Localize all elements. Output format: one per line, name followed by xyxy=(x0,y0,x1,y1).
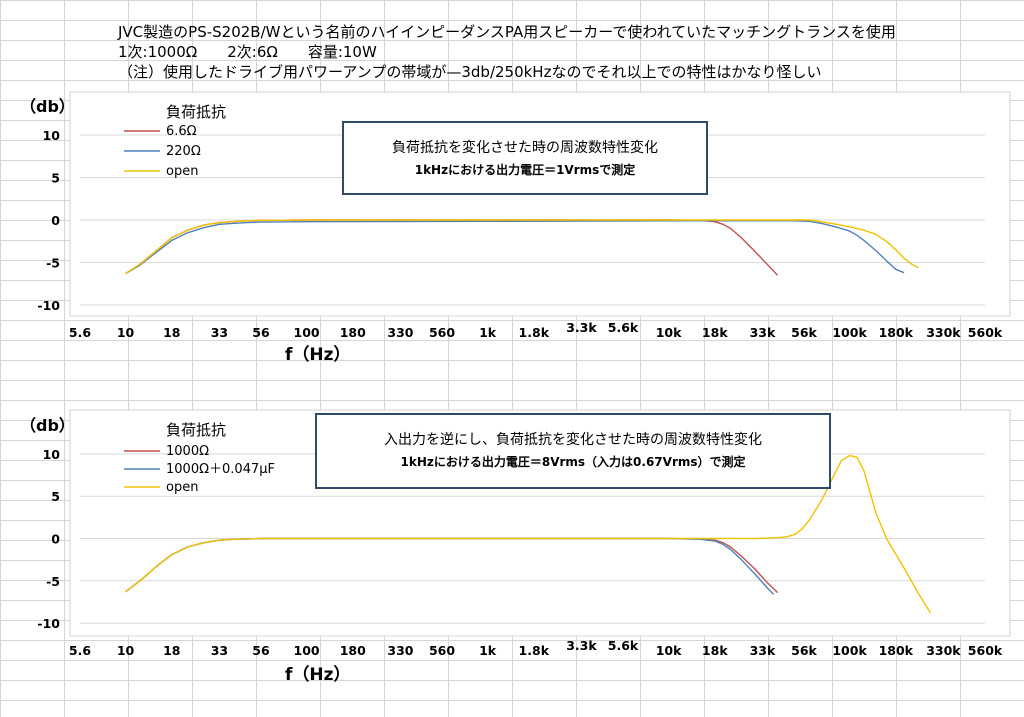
x-tick-label: 10k xyxy=(656,325,682,340)
x-tick-label: 560k xyxy=(968,643,1003,658)
y-tick-label: 0 xyxy=(51,213,60,228)
annotation-line-2: 1kHzにおける出力電圧＝8Vrms（入力は0.67Vrms）で測定 xyxy=(400,454,745,469)
x-tick-label: 3.3k xyxy=(566,320,597,335)
x-tick-label: 180 xyxy=(340,643,366,658)
x-tick-label: 330 xyxy=(387,643,413,658)
x-tick-label: 10 xyxy=(117,643,135,658)
x-tick-label: 1k xyxy=(479,643,497,658)
x-tick-label: 180k xyxy=(879,325,914,340)
y-tick-label: 5 xyxy=(51,171,60,186)
annotation-box xyxy=(315,413,831,489)
x-tick-label: 5.6k xyxy=(608,638,639,653)
x-tick-label: 33k xyxy=(750,325,776,340)
y-unit-label: （db） xyxy=(20,97,75,116)
x-tick-label: 330 xyxy=(387,325,413,340)
y-tick-label: -5 xyxy=(46,256,60,271)
header-line-1: JVC製造のPS-S202B/Wという名前のハイインピーダンスPA用スピーカーで… xyxy=(118,23,896,41)
annotation-line-1: 入出力を逆にし、負荷抵抗を変化させた時の周波数特性変化 xyxy=(384,431,762,448)
y-tick-label: -5 xyxy=(46,574,60,589)
x-tick-label: 1.8k xyxy=(519,643,550,658)
legend-entry: 1000Ω＋0.047μF xyxy=(166,462,275,477)
x-tick-label: 33 xyxy=(211,325,228,340)
annotation-line-1: 負荷抵抗を変化させた時の周波数特性変化 xyxy=(392,139,658,156)
x-tick-label: 560 xyxy=(429,643,455,658)
x-tick-label: 100k xyxy=(832,325,867,340)
x-tick-label: 5.6 xyxy=(69,325,91,340)
x-tick-label: 33k xyxy=(750,643,776,658)
legend-entry: open xyxy=(166,480,198,495)
x-tick-label: 100 xyxy=(294,643,320,658)
x-tick-label: 5.6 xyxy=(69,643,91,658)
x-tick-label: 10 xyxy=(117,325,135,340)
x-tick-label: 56 xyxy=(252,643,270,658)
x-tick-label: 330k xyxy=(926,325,961,340)
x-tick-label: 33 xyxy=(211,643,228,658)
legend-entry: 220Ω xyxy=(166,144,201,159)
y-tick-label: 0 xyxy=(51,532,60,547)
x-tick-label: 330k xyxy=(926,643,961,658)
chart-2: 10 5 0 -5 -10 （db） 5.6 10 18 33 56 100 180 330 560 1k 1.… xyxy=(20,409,1011,685)
x-axis-title: f（Hz） xyxy=(285,664,351,685)
x-tick-label: 56 xyxy=(252,325,270,340)
x-tick-label: 560k xyxy=(968,325,1003,340)
y-tick-label: -10 xyxy=(37,616,60,631)
y-tick-label: -10 xyxy=(37,298,60,313)
x-tick-label: 56k xyxy=(791,325,817,340)
x-axis-title: f（Hz） xyxy=(285,344,351,365)
x-tick-label: 18k xyxy=(702,325,728,340)
y-tick-label: 10 xyxy=(43,128,61,143)
series-line-2 xyxy=(125,220,905,275)
legend-title: 負荷抵抗 xyxy=(166,103,226,121)
x-tick-label: 18 xyxy=(163,325,180,340)
x-tick-label: 18 xyxy=(163,643,180,658)
x-tick-label: 180k xyxy=(879,643,914,658)
x-tick-label: 560 xyxy=(429,325,455,340)
x-tick-label: 100k xyxy=(832,643,867,658)
x-tick-label: 3.3k xyxy=(566,638,597,653)
series-line-3 xyxy=(125,454,932,614)
y-unit-label: （db） xyxy=(20,416,75,435)
legend-entry: 1000Ω xyxy=(166,444,209,459)
legend-entry: open xyxy=(166,164,198,179)
x-tick-label: 100 xyxy=(294,325,320,340)
header-line-2: 1次:1000Ω 2次:6Ω 容量:10W xyxy=(118,43,377,61)
x-tick-label: 5.6k xyxy=(608,320,639,335)
annotation-line-2: 1kHzにおける出力電圧＝1Vrmsで測定 xyxy=(415,162,636,177)
legend-entry: 6.6Ω xyxy=(166,124,197,139)
legend-title: 負荷抵抗 xyxy=(166,421,226,439)
y-tick-label: 10 xyxy=(43,447,61,462)
x-tick-label: 1k xyxy=(479,325,497,340)
y-tick-label: 5 xyxy=(51,489,60,504)
x-tick-label: 1.8k xyxy=(519,325,550,340)
x-tick-label: 56k xyxy=(791,643,817,658)
x-tick-label: 180 xyxy=(340,325,366,340)
chart-1: 10 5 0 -5 -10 （db） 5.6 10 18 33 56 100 180 330 560 1k 1.… xyxy=(20,91,1011,365)
annotation-box xyxy=(342,121,708,195)
series-line-3 xyxy=(125,219,919,275)
x-tick-label: 10k xyxy=(656,643,682,658)
x-tick-label: 18k xyxy=(702,643,728,658)
header-line-3: （注）使用したドライブ用パワーアンプの帯域が—3db/250kHzなのでそれ以上… xyxy=(118,63,822,81)
